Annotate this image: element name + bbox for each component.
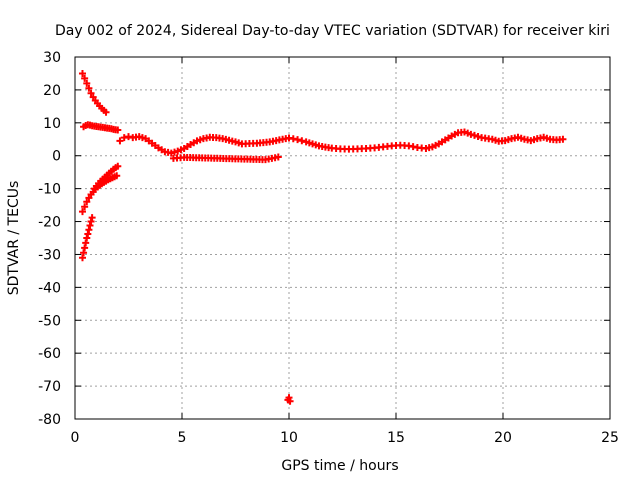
- data-point: [78, 208, 86, 216]
- data-point: [286, 397, 294, 405]
- data-point: [78, 69, 86, 77]
- data-point: [113, 172, 121, 180]
- data-point: [78, 254, 86, 262]
- data-point: [81, 74, 89, 82]
- data-point: [298, 137, 306, 145]
- x-tick-label: 25: [601, 430, 619, 446]
- data-point: [87, 218, 95, 226]
- data-point: [85, 84, 93, 92]
- data-point: [83, 234, 91, 242]
- x-tick-label: 20: [494, 430, 512, 446]
- y-tick-label: -30: [38, 247, 61, 263]
- data-point: [559, 135, 567, 143]
- y-tick-label: -60: [38, 346, 61, 362]
- data-point: [102, 108, 110, 116]
- data-point: [116, 137, 124, 145]
- series-main-trace: [116, 128, 567, 157]
- y-tick-label: 30: [43, 50, 61, 66]
- x-tick-label: 0: [71, 430, 80, 446]
- data-point: [467, 130, 475, 138]
- axis-ticks: [74, 56, 611, 420]
- x-axis-label: GPS time / hours: [281, 458, 398, 474]
- data-point: [83, 79, 91, 87]
- series-lower-steep-arc: [78, 214, 96, 262]
- series-upper-flat-arc: [80, 121, 122, 134]
- data-point: [81, 203, 89, 211]
- data-point: [84, 230, 92, 238]
- y-tick-label: 20: [43, 83, 61, 99]
- y-tick-label: -20: [38, 215, 61, 231]
- chart-title: Day 002 of 2024, Sidereal Day-to-day VTE…: [55, 23, 610, 39]
- series-dips: [169, 153, 282, 164]
- data-point: [470, 131, 478, 139]
- data-point: [82, 239, 90, 247]
- data-point: [81, 244, 89, 252]
- data-point: [274, 153, 282, 161]
- y-tick-label: -50: [38, 313, 61, 329]
- series-upper-decay-arc: [78, 69, 110, 116]
- data-point: [88, 214, 96, 222]
- series-lower-upper-arc: [90, 162, 122, 193]
- series-outlier: [284, 394, 294, 405]
- data-point: [85, 226, 93, 234]
- data-point: [114, 126, 122, 134]
- y-tick-labels: 30 20 10 0 -10 -20 -30 -40 -50 -60 -70 -80: [38, 50, 61, 428]
- x-tick-label: 15: [387, 430, 405, 446]
- y-tick-label: -40: [38, 280, 61, 296]
- data-point: [294, 136, 302, 144]
- data-point: [87, 89, 95, 97]
- data-point: [474, 133, 482, 141]
- data-point: [86, 221, 94, 229]
- x-tick-label: 10: [280, 430, 298, 446]
- data-point: [285, 394, 293, 402]
- x-tick-label: 5: [178, 430, 187, 446]
- y-tick-label: -10: [38, 182, 61, 198]
- y-tick-label: 0: [52, 149, 61, 165]
- y-tick-label: 10: [43, 116, 61, 132]
- x-tick-labels: 0 5 10 15 20 25: [71, 430, 619, 446]
- grid-lines: [75, 57, 610, 419]
- y-axis-label: SDTVAR / TECUs: [6, 181, 22, 296]
- data-point: [83, 198, 91, 206]
- y-tick-label: -80: [38, 412, 61, 428]
- data-point: [114, 162, 122, 170]
- y-tick-label: -70: [38, 379, 61, 395]
- data-points: [78, 69, 567, 405]
- plot-frame: [74, 56, 611, 420]
- data-point: [80, 249, 88, 257]
